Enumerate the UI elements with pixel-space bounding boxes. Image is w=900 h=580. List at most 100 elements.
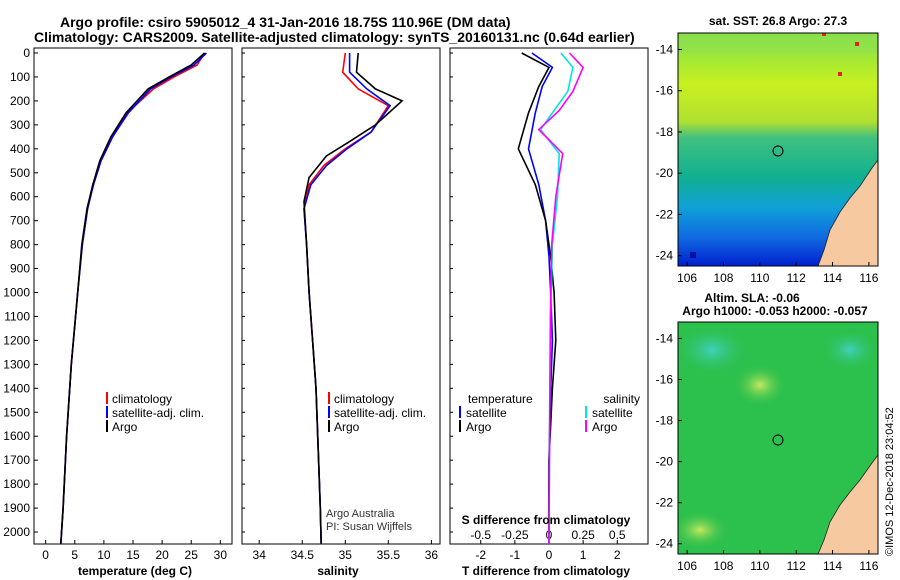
t-difference-axis-label: T difference from climatology (462, 564, 630, 578)
sla-map-frame (677, 321, 879, 555)
lat-tick-label: -16 (656, 372, 674, 386)
series-line-climatology (60, 52, 206, 545)
salinity-axis-label: salinity (317, 564, 359, 578)
lon-tick-label: 108 (713, 271, 733, 285)
title-line-2: Climatology: CARS2009. Satellite-adjuste… (34, 29, 635, 45)
lat-tick-label: -22 (656, 207, 674, 221)
x-tick-label: 0 (42, 548, 49, 562)
depth-tick-label: 1200 (3, 333, 30, 347)
legend-climatology: climatology (334, 392, 394, 406)
s-diff-tick-label: 0.25 (571, 528, 595, 542)
x-tick-label: 30 (214, 548, 228, 562)
lon-tick-label: 116 (859, 271, 878, 285)
lat-tick-label: -14 (656, 42, 674, 56)
depth-tick-label: 1100 (4, 309, 30, 323)
lon-tick-label: 108 (713, 559, 733, 573)
temperature-legend: climatology satellite-adj. clim. Argo (106, 392, 204, 434)
depth-tick-label: 500 (10, 166, 30, 180)
sla-land (817, 454, 878, 554)
sst-warm-band (678, 33, 878, 53)
sla-low-anomaly (678, 324, 752, 376)
lon-tick-label: 112 (787, 271, 806, 285)
lat-tick-label: -24 (656, 537, 674, 551)
lon-tick-label: 110 (750, 559, 769, 573)
lat-tick-label: -18 (656, 414, 674, 428)
s-diff-tick-label: 0.5 (609, 528, 626, 542)
x-tick-label: 25 (185, 548, 199, 562)
x-tick-label: 2 (614, 548, 621, 562)
salinity-plot-frame (241, 47, 441, 545)
lon-tick-label: 114 (823, 559, 842, 573)
credit-line-2: PI: Susan Wijffels (326, 521, 412, 533)
temperature-plot-frame (33, 47, 233, 545)
x-tick-label: 0 (546, 548, 553, 562)
temperature-axis-label: temperature (deg C) (78, 564, 192, 578)
x-tick-label: -2 (475, 548, 486, 562)
title-line-1: Argo profile: csiro 5905012_4 31-Jan-201… (60, 14, 511, 30)
lat-tick-label: -16 (656, 84, 674, 98)
lat-tick-label: -20 (656, 455, 674, 469)
lat-tick-label: -24 (656, 249, 674, 263)
lat-tick-label: -18 (656, 125, 674, 139)
depth-tick-label: 800 (10, 238, 30, 252)
x-tick-label: 35 (339, 548, 353, 562)
depth-tick-label: 200 (10, 94, 30, 108)
x-tick-label: -1 (510, 548, 521, 562)
depth-tick-label: 1000 (3, 286, 30, 300)
sla-map-title-1: Altim. SLA: -0.06 (704, 291, 800, 305)
x-tick-label: 34.5 (291, 548, 315, 562)
argo-position-marker (772, 434, 784, 446)
lat-tick-label: -14 (656, 331, 674, 345)
argo-position-marker (772, 145, 784, 157)
profile-lines (60, 52, 585, 545)
depth-tick-label: 700 (10, 214, 30, 228)
sla-low-anomaly (678, 510, 730, 550)
legend-s-argo: Argo (592, 420, 618, 434)
depth-tick-label: 1900 (3, 501, 30, 515)
s-diff-tick-label: -0.5 (470, 528, 491, 542)
lon-tick-label: 110 (750, 271, 769, 285)
legend-salinity-heading: salinity (603, 392, 640, 406)
series-line-argo (60, 52, 206, 545)
legend-satellite-adj: satellite-adj. clim. (334, 406, 426, 420)
legend-t-argo: Argo (466, 420, 492, 434)
x-tick-label: 35.5 (377, 548, 401, 562)
legend-s-satellite: satellite (592, 406, 633, 420)
depth-tick-label: 300 (10, 118, 30, 132)
legend-argo: Argo (334, 420, 360, 434)
x-tick-label: 36 (425, 548, 439, 562)
lon-tick-label: 116 (859, 559, 878, 573)
x-tick-label: 34 (253, 548, 267, 562)
series-line-temperature-argo (517, 52, 557, 544)
depth-tick-label: 2000 (3, 525, 30, 539)
sst-cloud-pixel (855, 42, 859, 46)
sst-cloud-pixel (822, 33, 826, 36)
x-tick-label: 10 (97, 548, 111, 562)
sla-map-title-2: Argo h1000: -0.053 h2000: -0.057 (682, 304, 868, 318)
s-difference-axis-label: S difference from climatology (462, 513, 631, 527)
sla-map (678, 322, 878, 554)
imos-timestamp: ©IMOS 12-Dec-2018 23:04:52 (884, 407, 896, 556)
legend-temperature-heading: temperature (468, 392, 533, 406)
x-tick-label: 20 (155, 548, 169, 562)
series-line-salinity-satellite (539, 52, 574, 545)
sla-high-anomaly (732, 363, 788, 407)
legend-argo: Argo (112, 420, 138, 434)
axes-layer: 0100200300400500600700800900100011001200… (3, 46, 626, 562)
depth-tick-label: 1700 (3, 453, 30, 467)
lat-tick-label: -22 (656, 496, 674, 510)
sst-map (678, 33, 878, 266)
legend-climatology: climatology (112, 392, 172, 406)
x-tick-label: 1 (580, 548, 587, 562)
x-tick-label: 5 (71, 548, 78, 562)
depth-tick-label: 1600 (3, 429, 30, 443)
legend-t-satellite: satellite (466, 406, 507, 420)
series-line-argo (303, 52, 404, 545)
sla-low-anomaly (820, 328, 878, 372)
sst-map-title: sat. SST: 26.8 Argo: 27.3 (709, 14, 848, 28)
series-line-salinity-argo (537, 52, 585, 545)
lon-tick-label: 106 (677, 271, 697, 285)
sst-map-frame (677, 32, 879, 267)
